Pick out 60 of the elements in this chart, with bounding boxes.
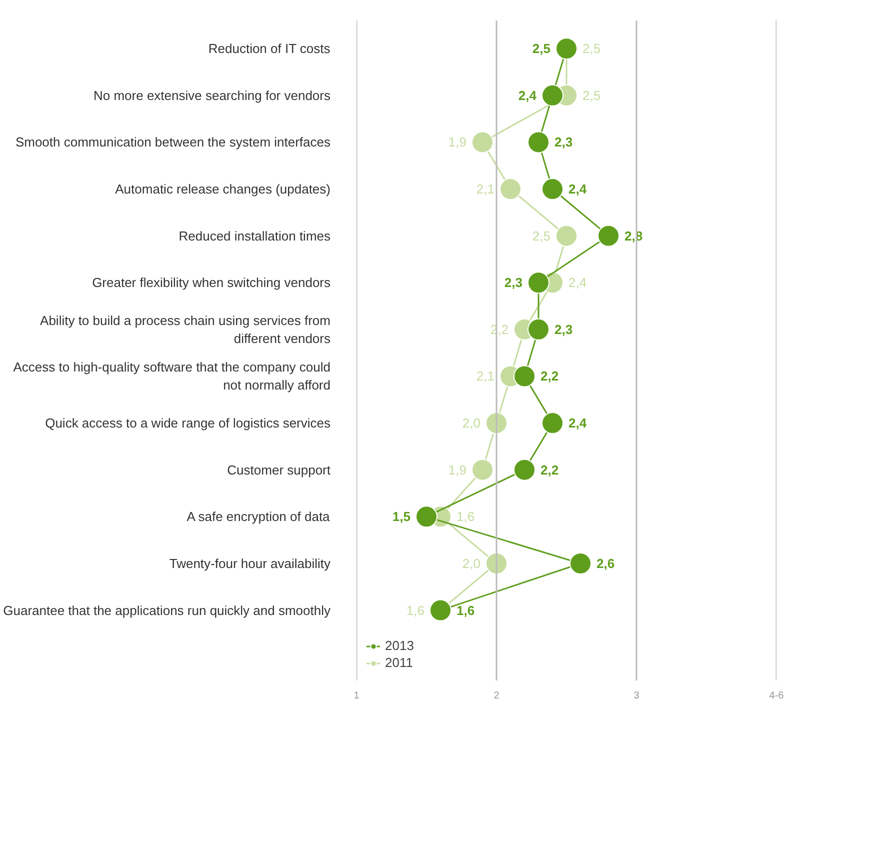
point — [514, 365, 536, 388]
x-tick-label: 4-6 — [769, 690, 784, 702]
data-label: 2,5 — [532, 41, 551, 56]
data-label: 1,6 — [456, 602, 475, 618]
data-label: 2,5 — [532, 228, 551, 244]
y-tick-label: Smooth communication between the system interfaces — [15, 134, 331, 150]
y-tick-label: No more extensive searching for vendors — [94, 88, 331, 103]
x-tick-label: 3 — [634, 690, 640, 702]
point — [416, 506, 438, 528]
point — [528, 131, 550, 154]
y-tick-label: Access to high-quality software that the company could not normally afford — [13, 360, 331, 393]
y-tick-label: A safe encryption of data — [186, 509, 331, 524]
y-tick-label: Ability to build a process chain using services from different vendors — [40, 312, 331, 346]
data-label: 2,2 — [540, 462, 559, 478]
y-tick-label: Automatic release changes (updates) — [115, 182, 331, 197]
point — [570, 552, 592, 574]
data-label: 1,5 — [392, 509, 411, 524]
data-label: 2,3 — [554, 322, 573, 337]
y-tick-label: Quick access to a wide range of logistics services — [45, 416, 331, 431]
data-label: 2,4 — [568, 275, 587, 290]
point — [542, 84, 564, 106]
point — [486, 552, 508, 574]
y-tick-label: Greater flexibility when switching vendors — [92, 275, 331, 290]
point — [500, 178, 522, 200]
data-label: 2,5 — [582, 41, 601, 56]
data-label: 2,6 — [596, 556, 615, 571]
point — [542, 412, 564, 434]
point — [486, 412, 508, 434]
data-label: 1,9 — [448, 462, 467, 478]
y-tick-label: Customer support — [227, 462, 331, 478]
point — [472, 131, 494, 154]
data-label: 1,6 — [406, 602, 425, 618]
data-label: 2,1 — [476, 182, 495, 197]
point — [528, 272, 550, 294]
legend-label: 2011 — [385, 655, 413, 670]
y-tick-label: Reduced installation times — [178, 228, 331, 244]
data-label: 2,2 — [540, 368, 559, 384]
point — [528, 318, 550, 340]
data-label: 2,4 — [518, 88, 538, 103]
data-label: 1,9 — [448, 134, 467, 150]
point — [472, 458, 494, 481]
data-label: 2,3 — [554, 134, 573, 150]
data-label: 2,5 — [582, 88, 601, 103]
point — [598, 224, 620, 247]
legend-label: 2013 — [385, 638, 414, 653]
y-tick-label: Twenty-four hour availability — [169, 556, 331, 571]
point — [556, 224, 578, 247]
data-label: 2,3 — [504, 275, 523, 290]
data-label: 2,1 — [476, 368, 495, 384]
point — [514, 458, 536, 481]
data-label: 2,4 — [568, 182, 588, 197]
x-tick-label: 1 — [354, 690, 360, 702]
data-label: 2,0 — [462, 556, 481, 571]
point — [542, 178, 564, 200]
data-label: 1,6 — [456, 509, 475, 524]
data-label: 2,0 — [462, 416, 481, 431]
y-tick-label: Guarantee that the applications run quickly and smoothly — [3, 602, 331, 618]
x-tick-label: 2 — [494, 690, 500, 702]
y-tick-label: Reduction of IT costs — [208, 41, 331, 56]
data-label: 2,4 — [568, 416, 588, 431]
